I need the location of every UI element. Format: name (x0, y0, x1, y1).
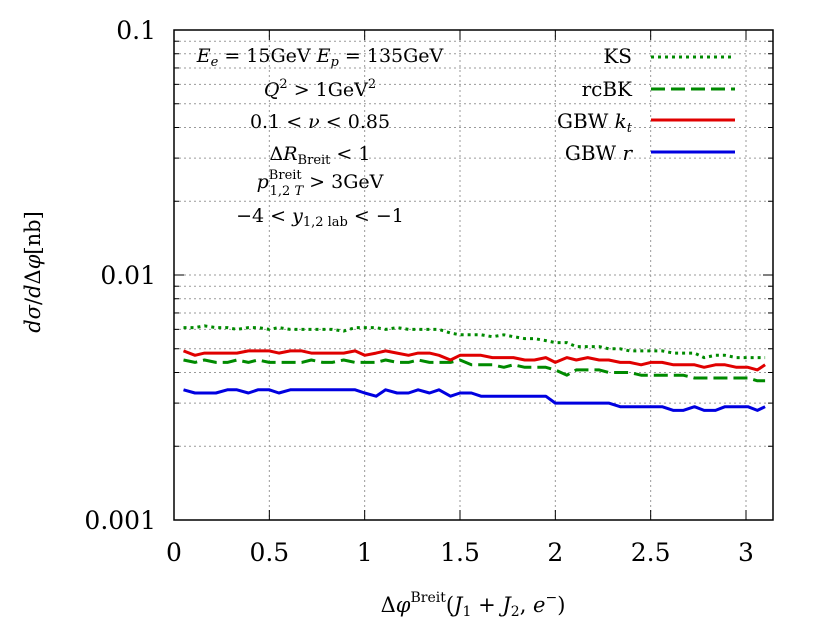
x-axis-label: ΔφBreit(J1 + J2, e−) (381, 590, 566, 620)
cut-nu: 0.1 < ν < 0.85 (250, 111, 390, 133)
y-tick-label: 0.1 (116, 16, 156, 45)
y-axis-label: dσ/dΔφ[nb] (21, 211, 45, 333)
legend-entry-rcbk: rcBK (582, 77, 735, 101)
legend-entry-gbw-kt: GBW kt (557, 109, 735, 136)
legend-entry-gbw-r: GBW r (565, 141, 735, 165)
x-tick-label: 0 (166, 538, 182, 567)
legend-label-gbw-r: GBW r (565, 141, 634, 165)
y-tick-label: 0.001 (84, 506, 156, 535)
x-tick-label: 3 (738, 538, 754, 567)
x-tick-label: 0.5 (249, 538, 289, 567)
legend-label-ks: KS (603, 44, 632, 68)
x-tick-label: 2.5 (631, 538, 671, 567)
legend: KS rcBK GBW kt GBW r (557, 44, 735, 165)
x-tick-label: 2 (547, 538, 563, 567)
legend-entry-ks: KS (603, 44, 735, 68)
series-line-gbw-r (183, 388, 766, 412)
cut-rapidity: −4 < y1,2 lab < −1 (236, 205, 404, 230)
series-line-gbw-k-t (182, 349, 766, 372)
x-tick-label: 1.5 (440, 538, 480, 567)
plot-frame (173, 29, 774, 521)
axis-ticks: 0 0.5 1 1.5 2 2.5 3 0.001 0.01 0.1 (84, 16, 773, 567)
x-tick-label: 1 (357, 538, 373, 567)
cut-q2: Q2 > 1GeV2 (264, 77, 376, 101)
series-line-rcbk (183, 358, 766, 383)
series-lines (182, 324, 766, 412)
legend-label-gbw-kt: GBW kt (557, 109, 633, 136)
cut-delta-r: ΔRBreit < 1 (270, 143, 371, 168)
cuts-annotation: Ee = 15GeV Ep = 135GeV Q2 > 1GeV2 0.1 < … (196, 45, 444, 230)
cut-pt: pBreit 1,2 T > 3GeV (257, 168, 384, 199)
grid-lines (174, 30, 773, 520)
series-line-ks (183, 324, 766, 360)
y-tick-label: 0.01 (100, 261, 156, 290)
legend-label-rcbk: rcBK (582, 77, 633, 101)
cut-beam-energies: Ee = 15GeV Ep = 135GeV (196, 45, 444, 70)
